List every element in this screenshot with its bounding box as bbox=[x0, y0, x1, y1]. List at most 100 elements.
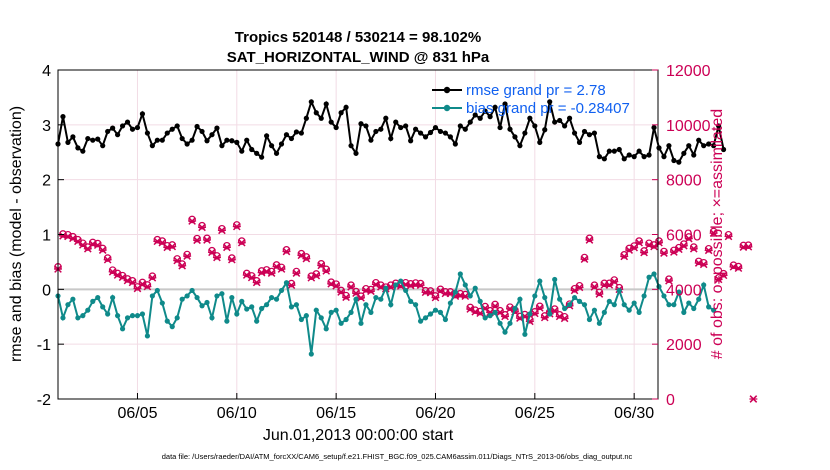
rmse-point bbox=[348, 143, 354, 149]
rmse-point bbox=[547, 99, 553, 105]
rmse-point bbox=[383, 115, 389, 121]
bias-point bbox=[254, 318, 260, 324]
y-tick-label-0: -2 bbox=[37, 392, 51, 409]
rmse-point bbox=[184, 141, 190, 147]
bias-point bbox=[75, 315, 81, 321]
y2-tick-label-0: 0 bbox=[666, 392, 675, 409]
bias-point bbox=[482, 315, 488, 321]
rmse-point bbox=[422, 134, 429, 140]
rmse-point bbox=[457, 123, 463, 129]
bias-point bbox=[646, 274, 652, 280]
bias-point bbox=[273, 296, 280, 302]
obs-assimilated-point bbox=[749, 395, 758, 403]
rmse-point bbox=[358, 121, 364, 127]
chart-subtitle: SAT_HORIZONTAL_WIND @ 831 hPa bbox=[227, 49, 490, 66]
rmse-point bbox=[408, 138, 414, 144]
obs-assimilated-point bbox=[590, 283, 599, 291]
obs-assimilated-point bbox=[252, 278, 261, 287]
obs-assimilated-point bbox=[654, 238, 663, 247]
bias-point bbox=[611, 302, 617, 308]
rmse-point bbox=[591, 130, 598, 136]
bias-point bbox=[378, 296, 384, 302]
rmse-point bbox=[303, 115, 309, 121]
obs-possible-point bbox=[357, 292, 365, 300]
legend-rmse-marker bbox=[443, 86, 451, 94]
rmse-point bbox=[293, 129, 300, 135]
bias-point bbox=[403, 287, 409, 294]
obs-assimilated-point bbox=[575, 283, 584, 292]
bias-point bbox=[100, 304, 106, 310]
rmse-point bbox=[636, 148, 642, 154]
bias-point bbox=[149, 293, 155, 299]
bias-point bbox=[259, 305, 265, 312]
rmse-point bbox=[596, 154, 602, 160]
bias-point bbox=[591, 307, 598, 313]
obs-possible-point bbox=[689, 243, 698, 251]
rmse-point bbox=[323, 101, 329, 107]
bias-point bbox=[264, 302, 270, 308]
obs-possible-point bbox=[223, 241, 231, 250]
obs-possible-point bbox=[317, 260, 326, 268]
rmse-point bbox=[477, 115, 483, 121]
obs-possible-point bbox=[312, 270, 321, 278]
bias-point bbox=[154, 287, 160, 294]
obs-possible-point bbox=[610, 276, 619, 284]
bias-point bbox=[224, 318, 230, 324]
bias-point bbox=[204, 299, 210, 306]
chart-title: Tropics 520148 / 530214 = 98.102% bbox=[235, 29, 481, 46]
bias-point bbox=[358, 320, 364, 326]
bias-point bbox=[631, 300, 637, 306]
bias-point bbox=[711, 307, 717, 313]
bias-point bbox=[552, 276, 558, 283]
obs-possible-point bbox=[198, 221, 206, 230]
obs-assimilated-point bbox=[332, 281, 341, 290]
rmse-point bbox=[711, 143, 717, 149]
obs-possible-point bbox=[645, 239, 653, 248]
rmse-point bbox=[487, 114, 493, 120]
rmse-point bbox=[552, 119, 558, 125]
x-tick-label-3: 06/20 bbox=[415, 405, 455, 422]
obs-assimilated-point bbox=[709, 229, 718, 237]
bias-point bbox=[462, 282, 468, 288]
obs-possible-point bbox=[640, 247, 648, 255]
obs-assimilated-point bbox=[610, 277, 619, 286]
obs-possible-point bbox=[347, 281, 355, 290]
rmse-point bbox=[154, 137, 160, 143]
obs-possible-point bbox=[218, 224, 226, 233]
obs-possible-point bbox=[193, 234, 201, 243]
rmse-point bbox=[497, 124, 503, 131]
obs-assimilated-point bbox=[595, 290, 604, 298]
rmse-point bbox=[80, 148, 86, 154]
rmse-point bbox=[393, 119, 399, 125]
legend-bias-marker bbox=[443, 104, 451, 112]
obs-possible-point bbox=[173, 255, 182, 263]
rmse-point bbox=[447, 134, 453, 140]
rmse-point bbox=[244, 137, 250, 143]
bias-point bbox=[383, 285, 389, 291]
rmse-point bbox=[124, 119, 131, 125]
obs-possible-point bbox=[188, 215, 196, 224]
rmse-point bbox=[115, 132, 121, 138]
obs-assimilated-point bbox=[635, 238, 644, 247]
bias-point bbox=[249, 304, 255, 310]
bias-point bbox=[532, 293, 538, 299]
obs-possible-point bbox=[630, 242, 638, 250]
obs-assimilated-point bbox=[491, 302, 500, 310]
obs-possible-point bbox=[103, 254, 112, 262]
y-tick-label-3: 1 bbox=[42, 228, 51, 245]
rmse-point bbox=[164, 130, 170, 136]
rmse-point bbox=[522, 130, 528, 136]
rmse-point bbox=[686, 143, 692, 149]
bias-point bbox=[408, 298, 414, 304]
x-tick-label-4: 06/25 bbox=[515, 405, 555, 422]
rmse-point bbox=[542, 127, 548, 133]
bias-point bbox=[338, 320, 344, 326]
bias-point bbox=[517, 296, 523, 302]
bias-point bbox=[656, 283, 662, 290]
bias-point bbox=[666, 302, 672, 308]
rmse-point bbox=[373, 128, 379, 135]
obs-assimilated-point bbox=[431, 293, 440, 302]
bias-point bbox=[139, 311, 146, 317]
bias-point bbox=[566, 302, 573, 308]
rmse-point bbox=[611, 148, 617, 154]
